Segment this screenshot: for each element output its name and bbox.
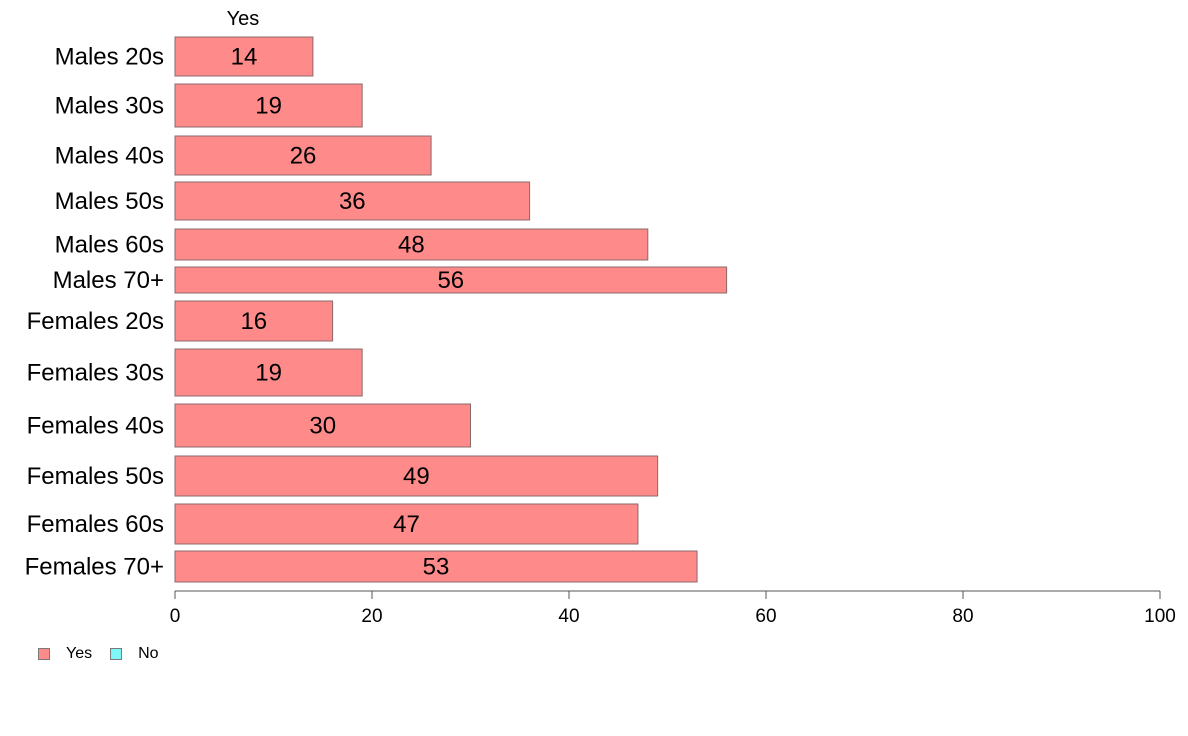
category-label-males-70plus: Males 70+ (53, 267, 164, 294)
bar-males-30s (174, 83, 363, 128)
legend-item-no: No (110, 645, 159, 663)
category-label-males-50s: Males 50s (55, 188, 164, 215)
category-label-females-40s: Females 40s (27, 413, 164, 440)
category-label-females-70plus: Females 70+ (25, 554, 164, 581)
data-label-males-70plus: 56 (437, 267, 464, 294)
x-tick-label-20: 20 (361, 606, 382, 627)
x-tick-label-40: 40 (558, 606, 579, 627)
x-tick-label-100: 100 (1144, 606, 1176, 627)
bars-group: Males 20s 14 Males 30s 19 Males 40s 26 Males 5… (25, 36, 728, 583)
bar-females-70plus (174, 550, 698, 583)
bar-males-50s (174, 181, 531, 221)
legend-swatch-yes (38, 648, 50, 660)
category-label-females-50s: Females 50s (27, 463, 164, 490)
category-label-males-20s: Males 20s (55, 44, 164, 71)
data-label-males-50s: 36 (339, 188, 366, 215)
bar-females-40s (174, 403, 471, 448)
category-label-females-30s: Females 30s (27, 360, 164, 387)
data-label-males-60s: 48 (398, 232, 425, 259)
data-label-females-70plus: 53 (423, 554, 450, 581)
legend-item-yes: Yes (38, 645, 92, 663)
x-axis: 0 20 40 60 80 100 (170, 590, 1176, 627)
bar-females-20s (174, 300, 334, 342)
data-label-females-60s: 47 (393, 511, 420, 538)
legend-label-yes: Yes (66, 645, 93, 662)
legend-swatch-no (110, 648, 123, 660)
category-label-females-60s: Females 60s (27, 511, 164, 538)
x-tick-label-80: 80 (952, 606, 973, 627)
bar-females-30s (174, 348, 363, 397)
data-label-males-30s: 19 (255, 93, 282, 120)
data-label-females-50s: 49 (403, 463, 430, 490)
category-label-females-20s: Females 20s (27, 308, 164, 335)
bar-females-60s (174, 503, 639, 545)
data-label-females-40s: 30 (309, 413, 336, 440)
bar-males-20s (174, 36, 314, 77)
data-label-males-20s: 14 (231, 44, 258, 71)
bar-males-40s (174, 135, 432, 176)
category-label-males-40s: Males 40s (55, 143, 164, 170)
x-tick-label-0: 0 (170, 606, 181, 627)
data-label-females-30s: 19 (255, 360, 282, 387)
category-label-males-60s: Males 60s (55, 232, 164, 259)
legend-label-no: No (138, 645, 159, 662)
data-label-females-20s: 16 (240, 308, 267, 335)
x-tick-label-60: 60 (755, 606, 776, 627)
bar-males-70plus (174, 266, 728, 294)
series-header-label: Yes (227, 8, 260, 30)
bar-females-50s (174, 455, 659, 497)
legend: Yes No (38, 645, 177, 663)
category-label-males-30s: Males 30s (55, 93, 164, 120)
data-label-males-40s: 26 (290, 143, 317, 170)
bar-males-60s (174, 228, 649, 261)
